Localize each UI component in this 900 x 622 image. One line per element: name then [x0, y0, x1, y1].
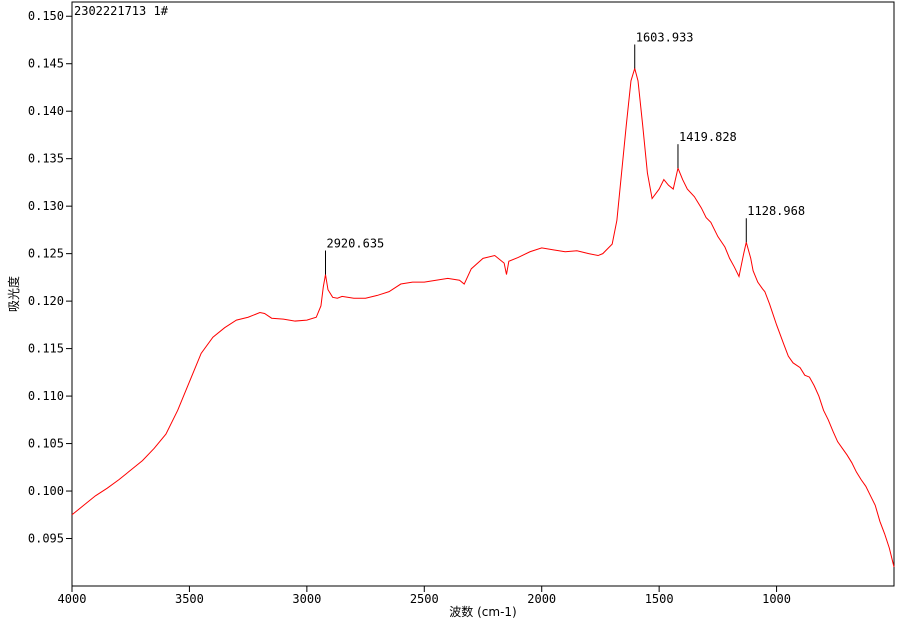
sample-label: 2302221713 1#: [74, 4, 169, 18]
spectrum-line: [71, 66, 895, 568]
y-tick-label: 0.125: [28, 247, 64, 261]
x-tick-label: 2500: [410, 592, 439, 606]
y-tick-label: 0.095: [28, 532, 64, 546]
peak-annotations: 2920.635 1603.933 1419.828 1128.968: [324, 30, 805, 275]
x-tick-label: 2000: [527, 592, 556, 606]
peak-label: 1419.828: [679, 130, 737, 144]
y-tick-label: 0.110: [28, 389, 64, 403]
x-axis: 4000 3500 3000 2500 2000 1500 1000: [58, 586, 791, 606]
y-tick-label: 0.135: [28, 152, 64, 166]
y-tick-label: 0.145: [28, 57, 64, 71]
peak-label: 1603.933: [636, 30, 694, 44]
y-axis-title: 吸光度: [6, 276, 21, 312]
x-tick-label: 3500: [175, 592, 204, 606]
y-axis: 0.095 0.100 0.105 0.110 0.115 0.120 0.125 0.130…: [28, 9, 72, 546]
x-tick-label: 4000: [58, 592, 87, 606]
y-tick-label: 0.100: [28, 484, 64, 498]
peak-label: 2920.635: [326, 237, 384, 251]
y-tick-label: 0.150: [28, 9, 64, 23]
plot-frame: [71, 1, 895, 587]
x-axis-title: 波数 (cm-1): [449, 604, 516, 619]
x-tick-label: 1000: [762, 592, 791, 606]
peak-label: 1128.968: [747, 204, 805, 218]
y-tick-label: 0.120: [28, 294, 64, 308]
y-tick-label: 0.130: [28, 199, 64, 213]
x-tick-label: 3000: [292, 592, 321, 606]
y-tick-label: 0.115: [28, 342, 64, 356]
y-tick-label: 0.105: [28, 437, 64, 451]
y-tick-label: 0.140: [28, 104, 64, 118]
x-tick-label: 1500: [645, 592, 674, 606]
